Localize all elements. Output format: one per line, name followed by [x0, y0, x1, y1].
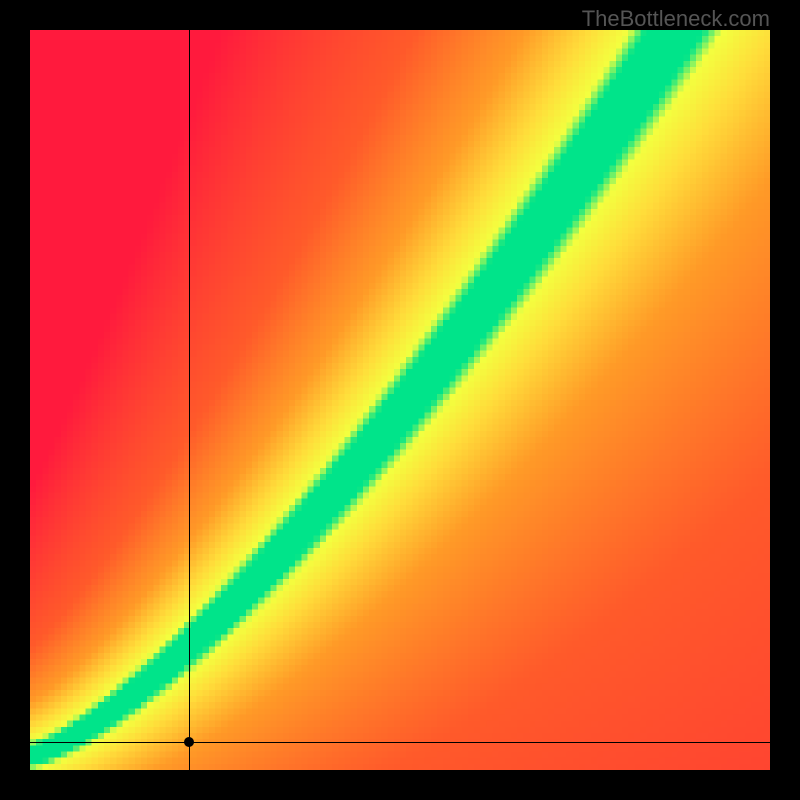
frame-bottom — [0, 770, 800, 800]
crosshair-horizontal — [30, 742, 770, 743]
crosshair-marker — [184, 737, 194, 747]
watermark-text: TheBottleneck.com — [582, 6, 770, 32]
frame-left — [0, 0, 30, 800]
frame-right — [770, 0, 800, 800]
bottleneck-heatmap — [30, 30, 770, 770]
crosshair-vertical — [189, 30, 190, 770]
